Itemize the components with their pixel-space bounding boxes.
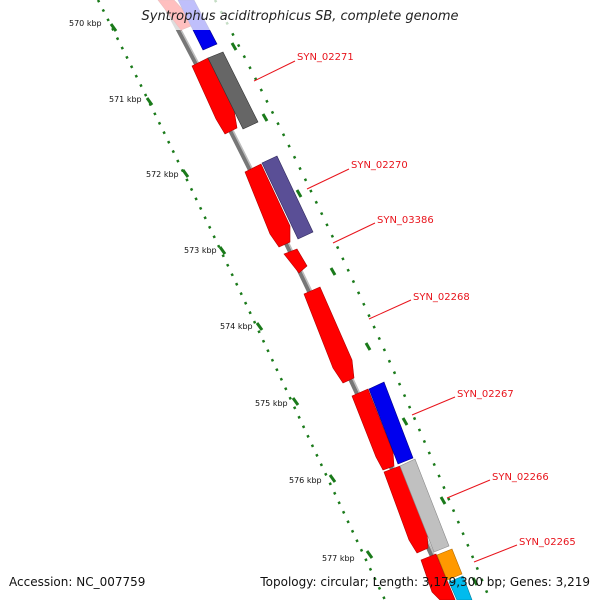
gene-block-lightgray[interactable] xyxy=(399,458,450,553)
outer-strand-genes xyxy=(177,0,473,600)
inner-tick-marks xyxy=(109,23,374,559)
scale-ring-inner xyxy=(96,0,387,600)
label-leaders xyxy=(253,60,518,563)
accession-text: Accession: NC_007759 xyxy=(9,575,146,589)
gene-arrow[interactable] xyxy=(420,553,456,600)
title-fade xyxy=(130,0,470,30)
tick-573: 573 kbp xyxy=(184,246,217,255)
tick-572: 572 kbp xyxy=(146,170,179,179)
gene-label[interactable]: SYN_02267 xyxy=(457,389,514,400)
gene-block-orange[interactable] xyxy=(436,548,463,581)
gene-arrow[interactable] xyxy=(303,286,355,384)
gene-arrow[interactable] xyxy=(283,248,308,274)
gene-block-cyan[interactable] xyxy=(448,575,473,600)
gene-label[interactable]: SYN_02270 xyxy=(351,160,408,171)
gene-block-slate[interactable] xyxy=(261,155,314,240)
outer-dash-marks xyxy=(230,42,479,586)
gene-label[interactable]: SYN_02271 xyxy=(297,52,354,63)
gene-arrow[interactable] xyxy=(244,163,291,248)
tick-575: 575 kbp xyxy=(255,399,288,408)
gene-label[interactable]: SYN_02266 xyxy=(492,472,549,483)
gene-arrow[interactable] xyxy=(351,388,395,471)
gene-block-blue[interactable] xyxy=(368,381,414,465)
gene-label[interactable]: SYN_02268 xyxy=(413,292,470,303)
tick-576: 576 kbp xyxy=(289,476,322,485)
genome-summary: Topology: circular; Length: 3,179,300 bp… xyxy=(260,575,590,589)
gene-label[interactable]: SYN_03386 xyxy=(377,215,434,226)
tick-570: 570 kbp xyxy=(69,19,102,28)
gene-block-gray[interactable] xyxy=(207,51,259,130)
gene-label[interactable]: SYN_02265 xyxy=(519,537,576,548)
tick-571: 571 kbp xyxy=(109,95,142,104)
tick-574: 574 kbp xyxy=(220,322,253,331)
map-title: Syntrophus aciditrophicus SB, complete g… xyxy=(141,9,459,24)
tick-577: 577 kbp xyxy=(322,554,355,563)
